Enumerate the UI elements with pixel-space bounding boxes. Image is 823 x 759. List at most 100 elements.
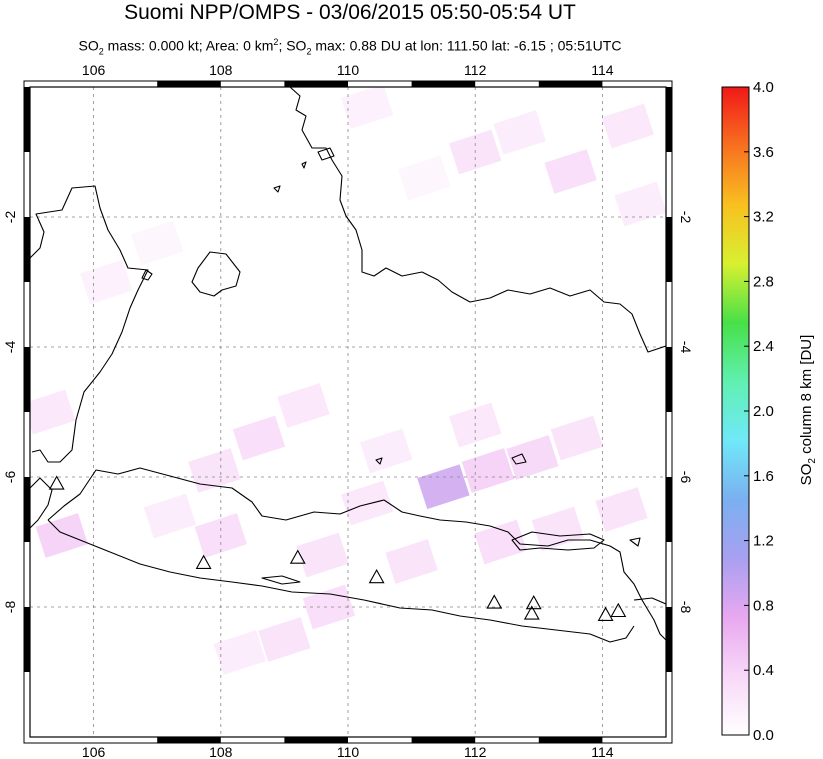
axis-labels: 106 106 108 108 110 110 112 112 114 114 -2 -2 -4 -4 -6…: [2, 62, 694, 759]
so2-cell: [614, 181, 666, 227]
x-tick-label-bottom: 110: [337, 744, 360, 759]
x-tick-label-bottom: 112: [464, 744, 487, 759]
so2-cell: [258, 617, 311, 662]
so2-cell: [213, 630, 267, 675]
grid-lines: [30, 87, 666, 737]
coastline-bali: [633, 597, 666, 605]
so2-cell: [601, 103, 655, 149]
y-tick-label-right: -2: [678, 211, 694, 224]
border-segment: [24, 217, 30, 282]
coastline-bawean: [511, 453, 527, 465]
so2-cell: [340, 480, 394, 526]
so2-cell: [80, 259, 133, 305]
so2-cell: [417, 464, 470, 510]
coastline-karimunjawa: [375, 457, 383, 465]
border-segment: [24, 347, 30, 412]
so2-cell: [544, 149, 597, 194]
border-segment: [24, 477, 30, 542]
colorbar-tick-label: 1.6: [753, 468, 774, 485]
border-segment: [411, 81, 476, 87]
y-tick-label-left: -2: [2, 211, 18, 224]
border-segment: [666, 87, 672, 152]
colorbar-tick-label: 3.2: [753, 209, 774, 226]
so2-cell: [398, 155, 451, 201]
colorbar-label-text-1: SO: [798, 463, 815, 486]
subtitle-text-2: mass: 0.000 kt; Area: 0 km: [103, 37, 274, 54]
so2-cell: [474, 519, 527, 565]
volcano-icon: [368, 568, 385, 584]
coastline-sumatra: [30, 185, 149, 463]
colorbar-tick-label: 4.0: [753, 79, 774, 96]
subtitle-subscript-2: 2: [306, 46, 312, 57]
so2-cell: [493, 110, 546, 155]
colorbar-label-text-2: column 8 km [DU]: [798, 334, 815, 459]
so2-cell: [296, 532, 349, 578]
coastline-nusakambangan: [261, 575, 301, 585]
coastline-bangka: [191, 251, 241, 297]
coastline-java-south: [47, 519, 635, 643]
so2-cell: [30, 389, 76, 435]
colorbar-tick-label: 0.8: [753, 597, 774, 614]
coastline-borneo: [289, 87, 666, 353]
border-segment: [666, 477, 672, 542]
so2-cell: [131, 220, 184, 266]
border-segment: [24, 607, 30, 672]
x-tick-label-top: 106: [82, 62, 106, 78]
so2-cell: [35, 513, 88, 558]
map-title: Suomi NPP/OMPS - 03/06/2015 05:50-05:54 …: [124, 1, 576, 24]
border-segment: [24, 87, 30, 152]
so2-cell: [359, 428, 413, 474]
x-tick-label-top: 112: [464, 62, 487, 78]
x-tick-label-bottom: 108: [209, 744, 233, 759]
y-tick-label-right: -4: [678, 341, 694, 354]
border-segment: [284, 737, 348, 743]
border-segment: [538, 81, 603, 87]
colorbar-tick-label: 1.2: [753, 533, 774, 550]
coastlines: [30, 87, 666, 643]
so2-cell: [143, 493, 197, 539]
so2-cell: [277, 383, 330, 428]
subtitle-text-4: max: 0.88 DU at lon: 111.50 lat: -6.15 ;…: [311, 37, 622, 54]
border-segment: [411, 737, 476, 743]
volcano-markers: [48, 475, 627, 621]
colorbar-label-subscript: 2: [807, 458, 818, 464]
coastline-karimata: [317, 147, 335, 161]
colorbar-tick-label: 2.4: [753, 338, 774, 355]
coastline-java-north: [47, 467, 666, 641]
y-tick-label-left: -6: [2, 471, 18, 484]
colorbar-tick-label: 3.6: [753, 144, 774, 161]
volcano-icon: [48, 475, 65, 490]
volcano-icon: [597, 606, 614, 621]
so2-cell: [340, 87, 394, 129]
subtitle-text-3: ; SO: [278, 37, 307, 54]
colorbar-tick-label: 0.4: [753, 662, 774, 679]
so2-cell: [461, 448, 515, 493]
volcano-icon: [525, 594, 542, 610]
colorbar-tick-label: 2.8: [753, 273, 774, 290]
colorbar-tick-label: 0.0: [753, 727, 774, 744]
y-tick-label-left: -4: [2, 341, 18, 354]
volcano-icon: [289, 549, 306, 564]
coastline-sumatra-south: [30, 477, 53, 529]
so2-cell: [595, 487, 648, 532]
so2-cell: [188, 448, 241, 493]
x-tick-label-bottom: 106: [82, 744, 106, 759]
border-segment: [666, 607, 672, 672]
coastline-islet-2: [301, 161, 307, 169]
so2-cells: [30, 87, 666, 675]
so2-cell: [550, 415, 604, 461]
subtitle-superscript: 2: [273, 37, 279, 47]
coastline-belitung: [141, 269, 153, 281]
volcano-icon: [195, 554, 212, 569]
colorbar-tick-label: 2.0: [753, 403, 774, 420]
coastline-madura: [511, 531, 605, 551]
so2-cell: [531, 506, 585, 552]
x-tick-label-top: 110: [337, 62, 360, 78]
map-border-ticks: [24, 81, 672, 743]
so2-cell: [506, 435, 559, 480]
colorbar-label: SO2 column 8 km [DU]: [798, 335, 818, 486]
border-segment: [666, 217, 672, 282]
volcano-icon: [610, 602, 627, 618]
border-segment: [538, 737, 603, 743]
